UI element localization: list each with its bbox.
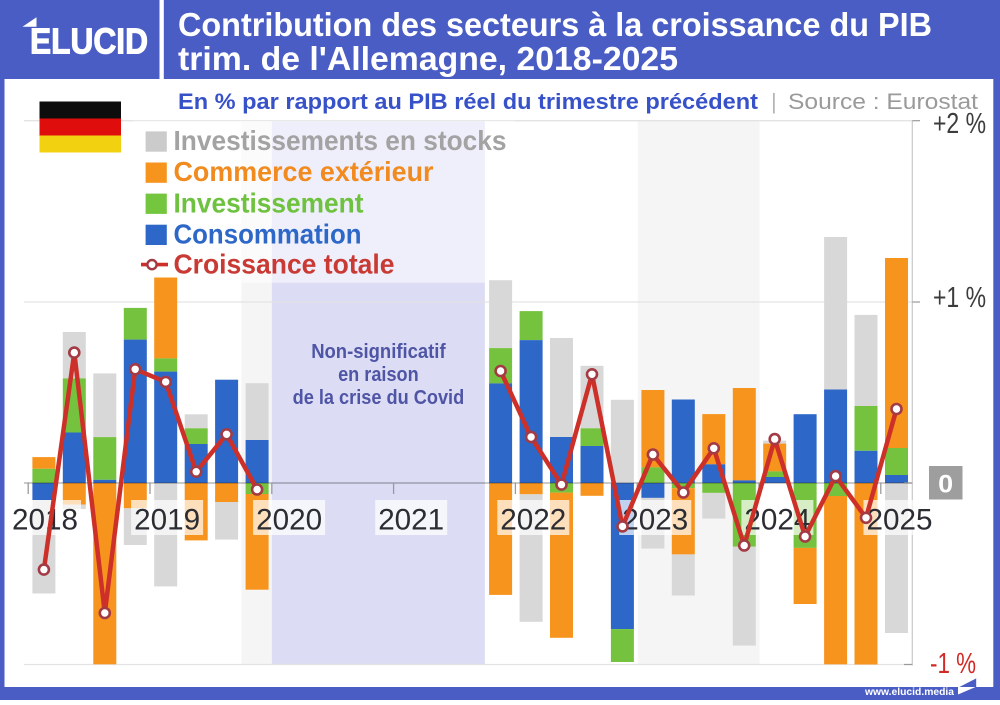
svg-text:2021: 2021 [378, 504, 444, 537]
svg-text:trim. de l'Allemagne, 2018-202: trim. de l'Allemagne, 2018-2025 [178, 40, 678, 77]
svg-text:en raison: en raison [338, 364, 419, 386]
svg-text:En % par rapport au PIB réel d: En % par rapport au PIB réel du trimestr… [178, 89, 759, 114]
svg-text:-1 %: -1 % [930, 648, 976, 680]
svg-text:+1 %: +1 % [933, 282, 986, 314]
svg-text:Contribution des secteurs à la: Contribution des secteurs à la croissanc… [178, 6, 932, 43]
svg-text:2020: 2020 [256, 504, 322, 537]
svg-text:Source : Eurostat: Source : Eurostat [788, 89, 978, 114]
svg-text:Investissement: Investissement [174, 187, 364, 218]
svg-text:2025: 2025 [867, 504, 933, 537]
svg-text:Non-significatif: Non-significatif [311, 341, 446, 363]
svg-text:Investissements en stocks: Investissements en stocks [174, 125, 507, 156]
svg-text:+2 %: +2 % [933, 108, 986, 140]
svg-text:Consommation: Consommation [174, 218, 362, 249]
svg-text:2019: 2019 [134, 504, 200, 537]
svg-text:2022: 2022 [500, 504, 566, 537]
svg-text:0: 0 [938, 471, 953, 499]
svg-text:www.elucid.media: www.elucid.media [864, 686, 954, 698]
svg-text:2018: 2018 [12, 504, 78, 537]
svg-text:2023: 2023 [622, 504, 688, 537]
svg-text:ELUCID: ELUCID [30, 21, 148, 62]
svg-text:|: | [771, 89, 777, 114]
svg-text:Commerce extérieur: Commerce extérieur [174, 156, 434, 187]
svg-text:Croissance totale: Croissance totale [174, 249, 395, 280]
svg-text:de la crise du Covid: de la crise du Covid [293, 387, 465, 409]
